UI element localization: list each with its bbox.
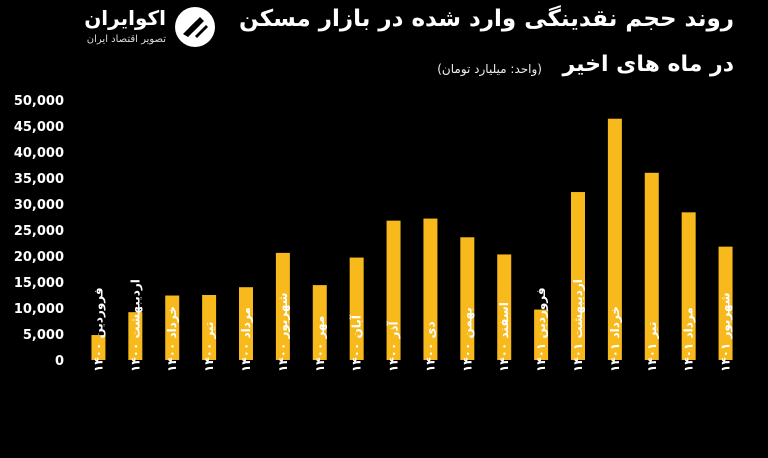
x-category-label: مهر ۱۴۰۰: [313, 316, 327, 372]
x-category-label: فروردین ۱۴۰۱: [534, 287, 549, 372]
bar: [165, 295, 180, 360]
y-tick-label: 45,000: [14, 120, 64, 135]
x-category-label: دی ۱۴۰۰: [423, 321, 437, 372]
bar: [644, 172, 659, 360]
x-category-label: تیر ۱۴۰۱: [645, 322, 659, 372]
x-category-label: شهریور ۱۴۰۰: [276, 292, 291, 372]
ecoiran-logo-icon: [175, 7, 215, 47]
y-tick-label: 40,000: [14, 146, 64, 161]
bar: [681, 212, 696, 360]
x-axis: فروردین ۱۴۰۰ اردیبهشت ۱۴۰۰ خرداد ۱۴۰۰ تیر ۱…: [91, 279, 733, 372]
y-tick-label: 30,000: [14, 198, 64, 213]
x-category-label: بهمن ۱۴۰۰: [460, 307, 474, 372]
bar: [607, 118, 622, 360]
x-category-label: اردیبهشت ۱۴۰۱: [571, 279, 585, 372]
chart-subtitle: (واحد: میلیارد تومان): [437, 62, 542, 76]
brand-name: اکوایران: [84, 6, 166, 30]
x-category-label: آذر ۱۴۰۰: [386, 320, 401, 372]
x-category-label: اسفند ۱۴۰۰: [497, 302, 511, 372]
x-category-label: آبان ۱۴۰۰: [349, 314, 364, 372]
x-category-label: فروردین ۱۴۰۰: [91, 287, 106, 372]
y-tick-label: 20,000: [14, 250, 64, 265]
y-tick-label: 10,000: [14, 302, 64, 317]
x-category-label: تیر ۱۴۰۰: [202, 322, 216, 372]
bar: [91, 335, 106, 360]
bar: [275, 252, 290, 360]
y-tick-label: 5,000: [23, 328, 64, 343]
bar: [718, 246, 733, 360]
y-tick-label: 0: [55, 354, 64, 369]
x-category-label: مرداد ۱۴۰۱: [682, 307, 696, 372]
x-category-label: شهریور ۱۴۰۱: [719, 292, 734, 372]
bar: [312, 285, 327, 360]
y-tick-label: 35,000: [14, 172, 64, 187]
bar: [571, 192, 585, 360]
y-tick-label: 15,000: [14, 276, 64, 291]
bar: [202, 295, 217, 360]
y-tick-label: 50,000: [14, 94, 64, 109]
bar: [128, 312, 143, 360]
bar: [460, 237, 475, 360]
x-category-label: خرداد ۱۴۰۰: [165, 306, 179, 372]
x-category-label: اردیبهشت ۱۴۰۰: [128, 279, 142, 372]
bar: [386, 220, 401, 360]
y-tick-label: 25,000: [14, 224, 64, 239]
brand-logo: اکوایران تصویر اقتصاد ایران: [34, 4, 218, 52]
bar: [497, 254, 512, 360]
y-axis: 0 5,000 10,000 15,000 20,000 25,000 30,000 35,0…: [14, 94, 64, 369]
chart-title: روند حجم نقدینگی وارد شده در بازار مسکن: [239, 6, 734, 32]
bar-series: [91, 118, 733, 360]
bar: [423, 218, 438, 360]
x-category-label: مرداد ۱۴۰۰: [239, 307, 253, 372]
bar: [349, 257, 364, 360]
bar: [534, 309, 549, 360]
bar: [239, 287, 253, 360]
chart-title-line2: در ماه های اخیر: [562, 52, 734, 77]
brand-tagline: تصویر اقتصاد ایران: [86, 34, 166, 45]
x-category-label: خرداد ۱۴۰۱: [608, 306, 622, 372]
